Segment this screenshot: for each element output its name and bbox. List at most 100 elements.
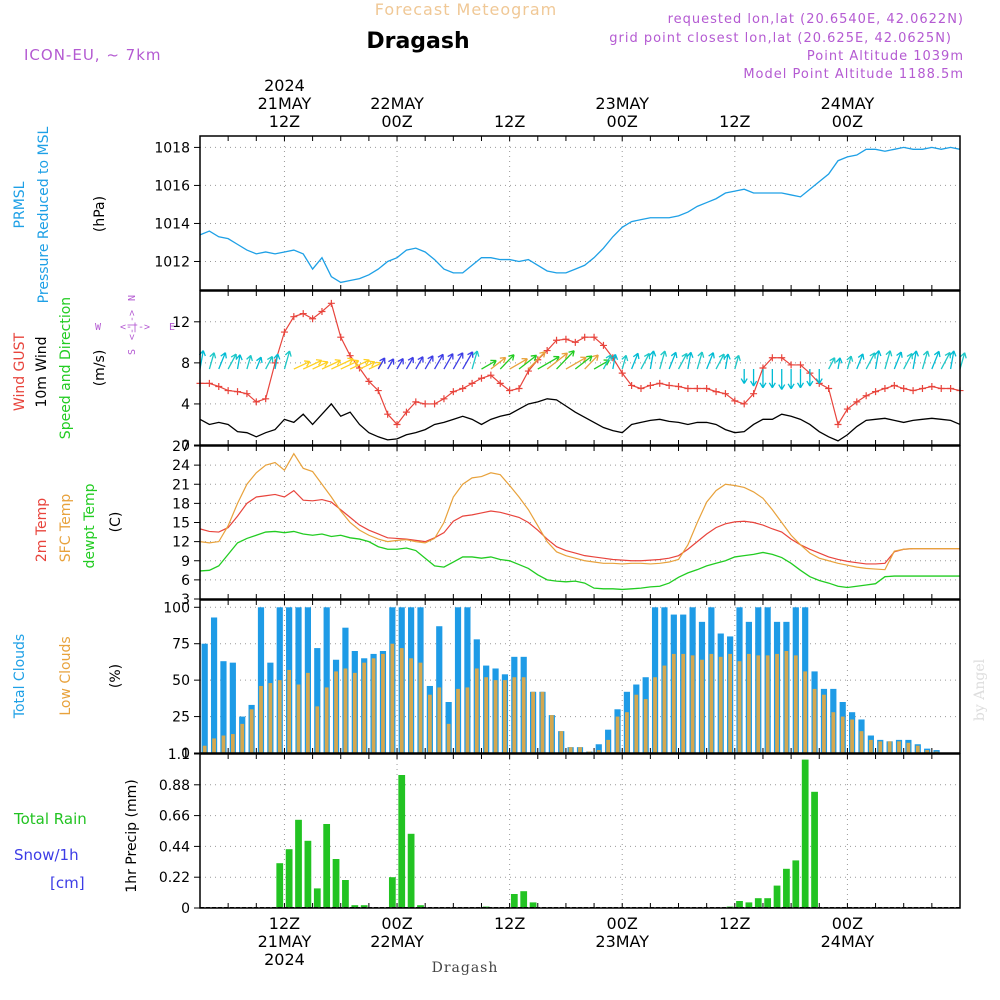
- clouds-unit-label: (%): [108, 664, 124, 688]
- low-cloud-bar: [728, 653, 732, 753]
- wind-arrow-shape: [715, 353, 725, 370]
- wind-arrow: [715, 353, 725, 370]
- low-cloud-bar: [925, 750, 930, 753]
- wind-arrow: [321, 359, 342, 370]
- gust-marker: [515, 385, 523, 393]
- wind-arrow-shape: [696, 351, 705, 370]
- wind-arrow-shape: [649, 350, 657, 370]
- low-cloud-bar: [897, 741, 901, 753]
- wind-arrow-shape: [778, 369, 786, 390]
- low-cloud-bar: [578, 747, 582, 753]
- wind-arrow-shape: [668, 351, 678, 370]
- bottom-time-label: 00Z: [381, 914, 412, 933]
- gust-marker: [778, 354, 786, 362]
- wind-arrow: [396, 357, 404, 370]
- total-cloud-bar: [201, 643, 208, 753]
- low-cloud-bar: [634, 694, 639, 753]
- wind-arrow: [806, 369, 814, 387]
- y-tick-label: 1.1: [168, 747, 190, 763]
- y-tick-label: 0.44: [159, 839, 190, 855]
- gust-marker: [590, 333, 598, 341]
- wind-arrow-shape: [349, 358, 370, 370]
- top-time-label: 2024: [264, 76, 305, 95]
- bottom-time-label: 00Z: [832, 914, 863, 933]
- wind-arrow: [750, 369, 758, 387]
- gust-marker: [731, 397, 739, 405]
- rain-label: Total Rain: [13, 810, 87, 828]
- wind-arrow-shape: [846, 355, 854, 370]
- low-cloud-bar: [765, 655, 770, 753]
- wind-arrow: [556, 350, 575, 370]
- wind-arrow-shape: [481, 359, 497, 370]
- y-tick-label: 12: [172, 315, 190, 331]
- wind-arrow: [273, 353, 281, 370]
- bottom-time-label: 12Z: [494, 914, 525, 933]
- wind-arrow-shape: [723, 353, 731, 370]
- wind-arrow-shape: [331, 357, 354, 370]
- gust-marker: [928, 382, 936, 390]
- low-cloud-bar: [446, 723, 451, 753]
- wind-arrow-shape: [874, 350, 882, 370]
- wind-arrow-shape: [796, 369, 805, 389]
- wind-arrow: [734, 354, 741, 370]
- wind-arrow-shape: [621, 354, 629, 370]
- low-cloud-bar: [456, 688, 460, 753]
- gust-marker: [224, 387, 232, 395]
- wind-arrow: [706, 352, 715, 370]
- wind-arrow: [499, 354, 515, 370]
- gust-marker: [271, 359, 279, 367]
- y-tick-label: 4: [181, 397, 190, 413]
- wind-arrow: [255, 356, 263, 370]
- wind-arrow: [359, 360, 376, 370]
- wind-arrow: [874, 350, 882, 370]
- prmsl-label: PRMSL: [12, 181, 28, 228]
- gust-marker: [712, 388, 720, 396]
- wind-panel: 0 4 8 12: [172, 290, 967, 454]
- compass-mid: <-|->: [127, 310, 138, 340]
- wind-arrow: [283, 350, 292, 370]
- panel-frame: [199, 290, 961, 446]
- wind-arrow: [778, 369, 786, 390]
- low-cloud-bar: [540, 691, 545, 753]
- wind-arrow: [235, 354, 243, 370]
- wind-arrow-shape: [611, 353, 619, 370]
- wind-arrow-shape: [911, 350, 919, 370]
- wind-arrow: [911, 350, 919, 370]
- point-altitude: Point Altitude 1039m: [807, 49, 964, 64]
- y-tick-label: 18: [172, 496, 190, 512]
- model-label: ICON-EU, ~ 7km: [24, 46, 162, 64]
- wind-arrow: [686, 351, 694, 370]
- wind-arrow-shape: [893, 351, 903, 370]
- gust-marker: [337, 333, 345, 341]
- compass-mid-h: <-|->: [120, 322, 150, 333]
- rain-bar: [510, 894, 518, 908]
- low-cloud-bar: [606, 739, 611, 753]
- gust-marker: [890, 381, 898, 389]
- wind-arrow-shape: [359, 360, 376, 370]
- wind-arrow: [602, 354, 612, 370]
- panel-background: [200, 600, 960, 753]
- gust-marker: [318, 308, 326, 316]
- total-cloud-bar: [257, 607, 265, 753]
- gust-marker: [740, 400, 748, 408]
- gust-marker: [299, 310, 307, 318]
- gust-marker: [834, 420, 842, 428]
- wind-arrow: [815, 369, 823, 384]
- gust-marker: [628, 381, 636, 389]
- rain-bar: [332, 859, 340, 908]
- wind-arrow-shape: [750, 369, 758, 387]
- y-tick-label: 24: [172, 458, 190, 474]
- wind-gust-line: [200, 302, 961, 426]
- wind-arrow: [921, 350, 930, 370]
- y-tick-label: 50: [172, 673, 190, 689]
- wind-arrow: [349, 358, 370, 370]
- wind-arrow: [865, 352, 876, 370]
- low-cloud-bar: [568, 747, 573, 753]
- wind-arrow-shape: [471, 350, 480, 370]
- gust-marker: [656, 379, 664, 387]
- wind-arrow: [584, 354, 599, 370]
- gust-marker: [327, 299, 335, 307]
- low-cloud-bar: [859, 731, 864, 753]
